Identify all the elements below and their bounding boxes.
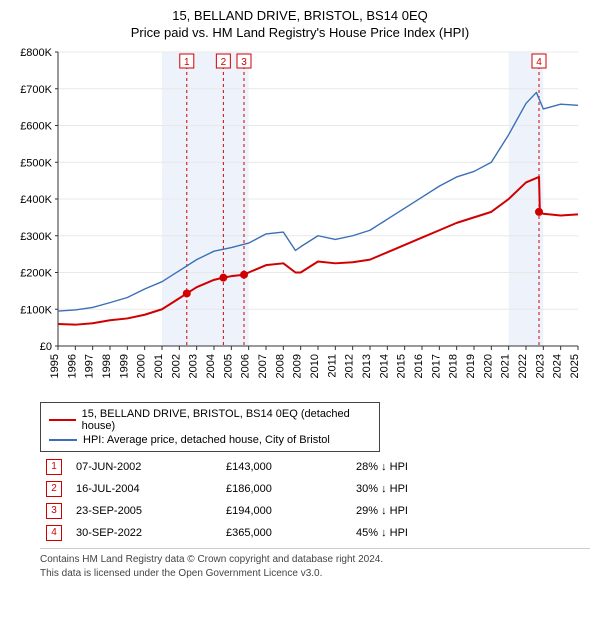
sale-marker-badge: 1: [46, 459, 62, 475]
legend-row: HPI: Average price, detached house, City…: [49, 433, 371, 447]
sale-date: 16-JUL-2004: [70, 478, 220, 500]
svg-text:£600K: £600K: [20, 121, 52, 133]
svg-text:2014: 2014: [378, 354, 390, 378]
footer-attribution: Contains HM Land Registry data © Crown c…: [40, 548, 590, 580]
price-chart: £0 £100K £200K £300K £400K £500K £600K £700K £80…: [10, 46, 590, 396]
sale-marker-badge: 4: [46, 525, 62, 541]
svg-text:2015: 2015: [396, 354, 408, 378]
svg-text:1997: 1997: [84, 354, 96, 378]
svg-text:2018: 2018: [448, 354, 460, 378]
sale-delta: 29% ↓ HPI: [350, 500, 560, 522]
svg-text:2024: 2024: [552, 354, 564, 378]
svg-text:2007: 2007: [257, 354, 269, 378]
svg-text:1999: 1999: [118, 354, 130, 378]
svg-text:2003: 2003: [188, 354, 200, 378]
sale-price: £186,000: [220, 478, 350, 500]
sale-marker-badge: 3: [46, 503, 62, 519]
svg-text:£100K: £100K: [20, 304, 52, 316]
svg-text:1: 1: [184, 57, 190, 68]
legend: 15, BELLAND DRIVE, BRISTOL, BS14 0EQ (de…: [40, 402, 380, 452]
svg-text:£500K: £500K: [20, 157, 52, 169]
legend-swatch: [49, 439, 77, 441]
svg-text:2008: 2008: [274, 354, 286, 378]
sale-price: £365,000: [220, 522, 350, 544]
table-row: 2 16-JUL-2004£186,00030% ↓ HPI: [40, 478, 560, 500]
sale-delta: 45% ↓ HPI: [350, 522, 560, 544]
svg-text:2004: 2004: [205, 354, 217, 378]
table-row: 1 07-JUN-2002£143,00028% ↓ HPI: [40, 456, 560, 478]
legend-label: HPI: Average price, detached house, City…: [83, 434, 330, 446]
sale-delta: 28% ↓ HPI: [350, 456, 560, 478]
svg-text:2002: 2002: [170, 354, 182, 378]
sale-date: 30-SEP-2022: [70, 522, 220, 544]
svg-text:2022: 2022: [517, 354, 529, 378]
sale-date: 07-JUN-2002: [70, 456, 220, 478]
sale-price: £143,000: [220, 456, 350, 478]
sale-price: £194,000: [220, 500, 350, 522]
svg-text:£700K: £700K: [20, 84, 52, 96]
svg-text:£800K: £800K: [20, 47, 52, 59]
svg-text:2005: 2005: [222, 354, 234, 378]
svg-text:2000: 2000: [136, 354, 148, 378]
svg-text:1998: 1998: [101, 354, 113, 378]
sales-table: 1 07-JUN-2002£143,00028% ↓ HPI 2 16-JUL-200…: [40, 456, 560, 544]
svg-text:2012: 2012: [344, 354, 356, 378]
legend-swatch: [49, 419, 76, 421]
svg-text:1995: 1995: [49, 354, 61, 378]
sale-date: 23-SEP-2005: [70, 500, 220, 522]
table-row: 3 23-SEP-2005£194,00029% ↓ HPI: [40, 500, 560, 522]
footer-line-2: This data is licensed under the Open Gov…: [40, 567, 590, 581]
svg-text:£200K: £200K: [20, 268, 52, 280]
svg-text:2001: 2001: [153, 354, 165, 378]
chart-svg: £0 £100K £200K £300K £400K £500K £600K £700K £80…: [10, 46, 590, 396]
svg-text:2019: 2019: [465, 354, 477, 378]
svg-text:2010: 2010: [309, 354, 321, 378]
svg-text:£0: £0: [40, 341, 52, 353]
table-row: 4 30-SEP-2022£365,00045% ↓ HPI: [40, 522, 560, 544]
svg-text:2011: 2011: [326, 354, 338, 378]
svg-text:1996: 1996: [66, 354, 78, 378]
page-title: 15, BELLAND DRIVE, BRISTOL, BS14 0EQ: [0, 0, 600, 23]
sale-delta: 30% ↓ HPI: [350, 478, 560, 500]
svg-text:2009: 2009: [292, 354, 304, 378]
svg-text:4: 4: [536, 57, 542, 68]
svg-text:2025: 2025: [569, 354, 581, 378]
svg-text:2013: 2013: [361, 354, 373, 378]
svg-text:2020: 2020: [482, 354, 494, 378]
page-subtitle: Price paid vs. HM Land Registry's House …: [0, 23, 600, 46]
svg-text:2021: 2021: [500, 354, 512, 378]
svg-text:3: 3: [241, 57, 247, 68]
svg-text:£400K: £400K: [20, 194, 52, 206]
svg-text:2016: 2016: [413, 354, 425, 378]
svg-text:£300K: £300K: [20, 231, 52, 243]
sale-marker-badge: 2: [46, 481, 62, 497]
svg-text:2017: 2017: [430, 354, 442, 378]
legend-label: 15, BELLAND DRIVE, BRISTOL, BS14 0EQ (de…: [82, 408, 371, 432]
svg-text:2006: 2006: [240, 354, 252, 378]
svg-text:2: 2: [221, 57, 227, 68]
legend-row: 15, BELLAND DRIVE, BRISTOL, BS14 0EQ (de…: [49, 407, 371, 433]
footer-line-1: Contains HM Land Registry data © Crown c…: [40, 553, 590, 567]
svg-text:2023: 2023: [534, 354, 546, 378]
